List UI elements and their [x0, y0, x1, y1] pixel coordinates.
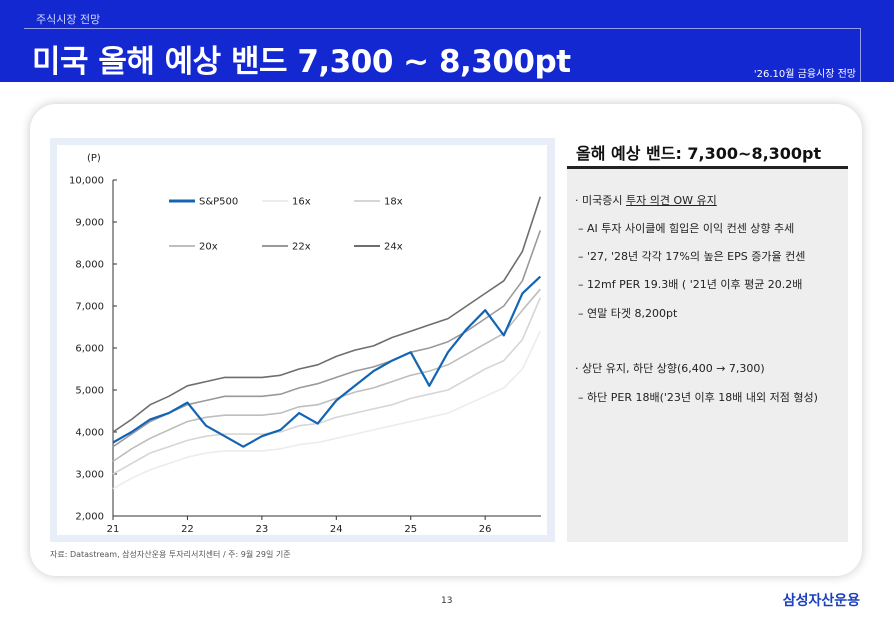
- info-panel: [567, 169, 848, 542]
- section-label: 주식시장 전망: [36, 13, 101, 26]
- y-unit-label: (P): [87, 153, 101, 164]
- page-title: 미국 올해 예상 밴드 7,300 ~ 8,300pt: [32, 44, 571, 80]
- bullet-ow-prefix: · 미국증시: [575, 194, 626, 207]
- legend-label-sp500: S&P500: [199, 197, 238, 208]
- series-line-20x: [112, 288, 541, 463]
- x-tick-label: 25: [404, 524, 417, 535]
- sp500-per-band-chart: (P) 10,000 9,000 8,000 7,000 6,000 5,000 4,000 3…: [69, 153, 542, 535]
- x-tick-label: 22: [181, 524, 194, 535]
- y-tick-label: 2,000: [75, 512, 104, 523]
- header-frame-line: [24, 28, 861, 83]
- x-tick-label: 24: [330, 524, 343, 535]
- legend-label-20x: 20x: [199, 242, 218, 253]
- bullet-band-range: · 상단 유지, 하단 상향(6,400 → 7,300): [575, 362, 765, 375]
- x-tick-label: 21: [107, 524, 120, 535]
- y-tick-label: 6,000: [75, 344, 104, 355]
- report-tag: '26.10월 금융시장 전망: [753, 69, 856, 80]
- y-tick-label: 3,000: [75, 470, 104, 481]
- bullet-eps-growth: – '27, '28년 각각 17%의 높은 EPS 증가율 컨센: [578, 250, 806, 263]
- bullet-ow-emphasis: 투자 의견 OW 유지: [625, 194, 717, 207]
- y-tick-label: 7,000: [75, 302, 104, 313]
- legend-label-16x: 16x: [292, 197, 311, 208]
- header-bar: 주식시장 전망 미국 올해 예상 밴드 7,300 ~ 8,300pt '26.…: [0, 0, 894, 83]
- series-line-22x: [112, 230, 542, 448]
- series-line-24x: [112, 196, 542, 433]
- chart-box: (P) 10,000 9,000 8,000 7,000 6,000 5,000 4,000 3…: [57, 145, 547, 535]
- y-tick-label: 10,000: [69, 176, 104, 187]
- legend-label-24x: 24x: [384, 242, 403, 253]
- bullet-ow-opinion: · 미국증시 투자 의견 OW 유지: [575, 192, 717, 208]
- bullet-ai-cycle: – AI 투자 사이클에 힘입은 이익 컨센 상향 추세: [578, 222, 795, 235]
- page-number: 13: [441, 596, 453, 606]
- info-title: 올해 예상 밴드: 7,300~8,300pt: [576, 144, 822, 163]
- y-tick-label: 8,000: [75, 260, 104, 271]
- legend-label-22x: 22x: [292, 242, 311, 253]
- bullet-per: – 12mf PER 19.3배 ( '21년 이후 평균 20.2배: [578, 278, 803, 291]
- y-tick-label: 9,000: [75, 218, 104, 229]
- y-tick-label: 5,000: [75, 386, 104, 397]
- company-logo: 삼성자산운용: [782, 593, 860, 609]
- series-line-18x: [112, 297, 542, 475]
- info-title-rule: [567, 166, 848, 169]
- source-note: 자료: Datastream, 삼성자산운용 투자리서치센터 / 주: 9월 2…: [50, 550, 291, 559]
- bullet-target: – 연말 타겟 8,200pt: [578, 307, 678, 320]
- x-tick-label: 23: [256, 524, 269, 535]
- legend-label-18x: 18x: [384, 197, 403, 208]
- series-line-sp500: [112, 275, 542, 448]
- y-tick-label: 4,000: [75, 428, 104, 439]
- bullet-lower-per: – 하단 PER 18배('23년 이후 18배 내외 저점 형성): [578, 391, 818, 404]
- series-line-16x: [112, 330, 542, 490]
- x-tick-label: 26: [479, 524, 492, 535]
